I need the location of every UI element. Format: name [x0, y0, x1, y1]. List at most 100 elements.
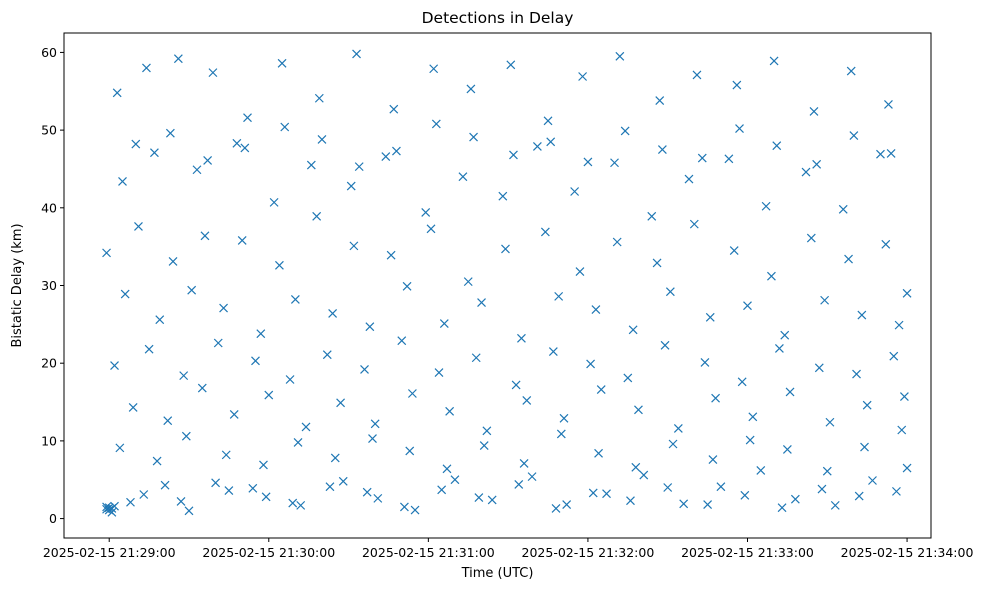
data-point [860, 442, 869, 452]
data-point [442, 464, 452, 474]
data-point [540, 227, 550, 237]
data-point [192, 165, 202, 175]
data-point [312, 211, 322, 221]
data-point [402, 281, 412, 291]
y-tick-label: 20 [41, 356, 57, 371]
data-point [477, 298, 486, 308]
data-point [711, 393, 721, 403]
data-point [482, 426, 492, 436]
data-point [498, 191, 508, 201]
data-point [657, 145, 667, 154]
scatter-points [102, 49, 912, 517]
data-point [663, 483, 673, 492]
x-tick-label: 2025-02-15 21:34:00 [841, 545, 974, 560]
data-point [532, 142, 542, 151]
data-point [128, 403, 138, 412]
x-tick-label: 2025-02-15 21:33:00 [681, 545, 814, 560]
data-point [735, 124, 744, 133]
data-point [301, 422, 311, 432]
data-point [588, 488, 598, 498]
data-point [328, 309, 338, 318]
data-point [626, 496, 635, 506]
data-point [546, 137, 556, 147]
data-point [407, 389, 417, 398]
data-point [615, 51, 625, 61]
data-point [229, 410, 239, 419]
data-point [594, 448, 603, 458]
data-point [716, 482, 726, 492]
data-point [543, 116, 553, 126]
data-point [208, 68, 218, 78]
data-point [506, 60, 516, 70]
data-point [846, 66, 856, 76]
y-tick-label: 30 [41, 278, 57, 293]
y-tick-label: 40 [41, 200, 57, 215]
data-point [519, 458, 529, 468]
data-point [469, 132, 478, 142]
data-point [703, 500, 713, 510]
data-point [373, 493, 383, 503]
data-point [317, 135, 327, 144]
data-point [812, 159, 822, 169]
data-point [761, 201, 771, 211]
data-point [886, 148, 896, 158]
data-point [737, 377, 747, 387]
data-point [213, 338, 223, 348]
data-point [248, 483, 258, 493]
data-point [314, 93, 324, 103]
data-point [112, 88, 122, 98]
data-point [280, 122, 290, 132]
data-point [862, 400, 872, 410]
data-point [830, 500, 840, 510]
y-tick-label: 60 [41, 45, 57, 60]
data-point [160, 480, 170, 490]
data-point [139, 490, 149, 499]
data-point [551, 504, 561, 513]
data-point [219, 303, 228, 313]
data-point [692, 70, 702, 80]
data-point [399, 502, 409, 512]
data-point [514, 479, 524, 489]
data-point [612, 237, 622, 247]
data-point [780, 330, 790, 340]
data-point [261, 492, 271, 502]
data-point [501, 244, 510, 254]
data-point [673, 424, 683, 433]
data-point [689, 219, 699, 229]
data-point [785, 387, 795, 397]
data-point [559, 413, 569, 423]
data-point [894, 320, 904, 330]
data-point [165, 128, 175, 138]
data-point [902, 463, 912, 473]
data-point [264, 390, 274, 400]
data-point [740, 490, 750, 500]
x-tick-label: 2025-02-15 21:30:00 [202, 545, 335, 560]
data-point [697, 153, 707, 163]
data-point [700, 357, 710, 367]
data-point [381, 152, 391, 161]
data-point [243, 113, 252, 123]
data-point [437, 485, 447, 495]
data-point [822, 466, 832, 476]
data-point [509, 150, 518, 160]
data-point [570, 187, 580, 196]
data-point [110, 361, 119, 370]
data-point [782, 445, 792, 454]
data-point [168, 256, 178, 266]
data-point [179, 371, 189, 381]
data-point [118, 176, 127, 186]
data-point [434, 368, 444, 377]
data-point [748, 412, 758, 422]
data-point [665, 287, 675, 297]
data-point [107, 507, 117, 517]
data-point [131, 139, 141, 149]
data-point [679, 499, 689, 509]
data-point [405, 446, 415, 456]
data-point [868, 476, 877, 485]
data-point [556, 429, 566, 439]
data-point [466, 84, 476, 94]
data-point [854, 491, 864, 501]
data-point [729, 246, 739, 255]
data-point [431, 119, 441, 129]
data-point [756, 465, 766, 475]
